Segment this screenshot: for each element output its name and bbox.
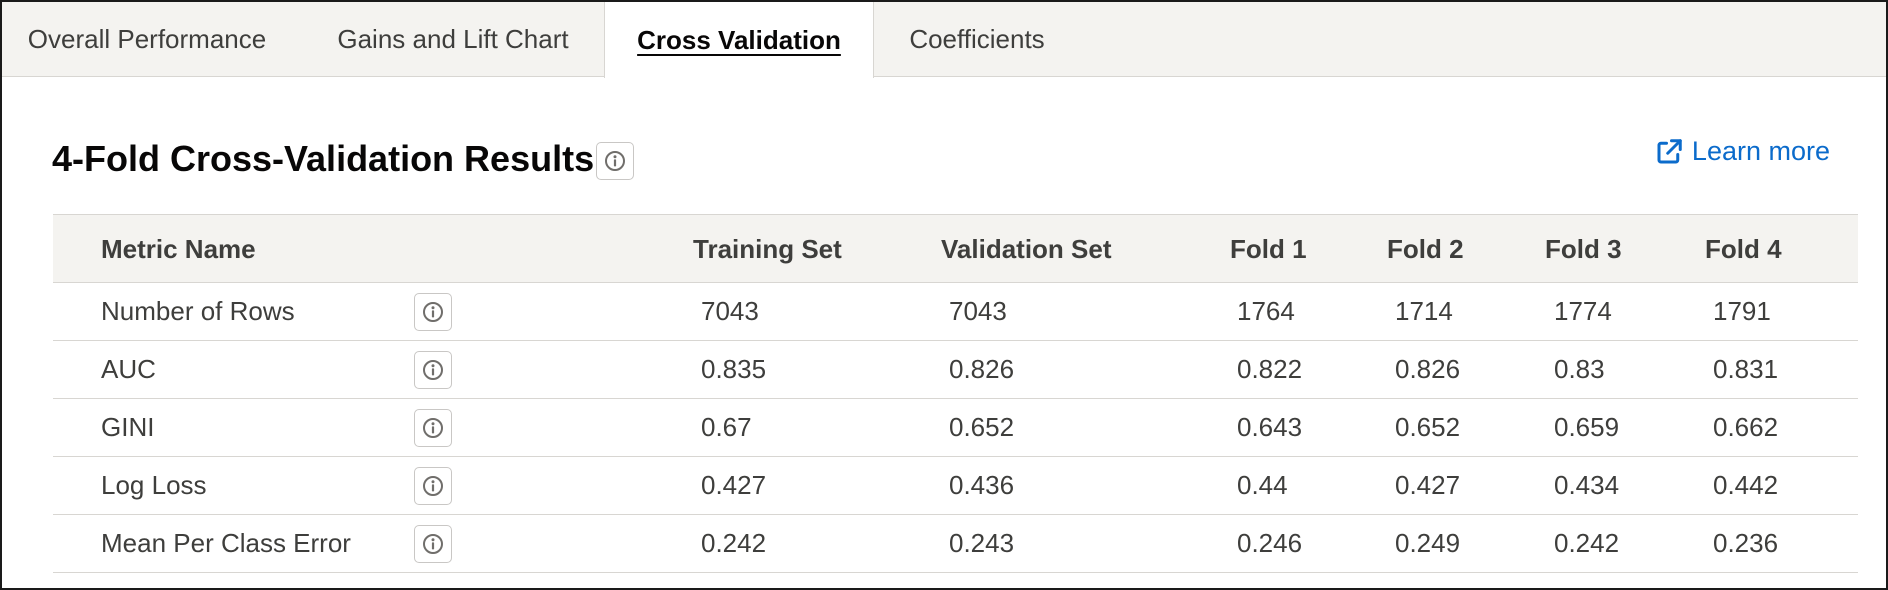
training-set-cell: 0.242	[701, 528, 767, 558]
title-info-button[interactable]	[596, 142, 634, 180]
table-row: Mean Per Class Error 0.242 0.243 0.246 0…	[53, 515, 1858, 573]
column-header-fold-2: Fold 2	[1387, 234, 1464, 264]
cross-validation-table: Metric Name Training Set Validation Set …	[53, 214, 1858, 573]
fold-4-cell: 0.662	[1713, 412, 1779, 442]
fold-3-cell: 0.83	[1554, 354, 1605, 384]
info-icon	[423, 418, 443, 438]
fold-3-cell: 0.659	[1554, 412, 1620, 442]
external-link-icon	[1657, 138, 1682, 163]
column-header-validation-set: Validation Set	[941, 234, 1112, 264]
tab-bar: Overall Performance Gains and Lift Chart…	[2, 2, 1886, 78]
table-row: AUC 0.835 0.826 0.822 0.826 0.83 0.831	[53, 341, 1858, 399]
column-header-fold-1: Fold 1	[1230, 234, 1307, 264]
fold-3-cell: 0.434	[1554, 470, 1620, 500]
training-set-cell: 7043	[701, 296, 759, 326]
fold-1-cell: 0.822	[1237, 354, 1303, 384]
tab-label: Gains and Lift Chart	[337, 24, 569, 54]
column-header-training-set: Training Set	[693, 234, 842, 264]
fold-1-cell: 1764	[1237, 296, 1295, 326]
fold-4-cell: 1791	[1713, 296, 1771, 326]
info-icon	[423, 476, 443, 496]
tab-label: Coefficients	[909, 24, 1045, 54]
fold-1-cell: 0.643	[1237, 412, 1303, 442]
metric-info-button[interactable]	[414, 351, 452, 389]
learn-more-label: Learn more	[1691, 136, 1830, 166]
fold-2-cell: 0.249	[1395, 528, 1461, 558]
fold-1-cell: 0.246	[1237, 528, 1303, 558]
tab-label: Cross Validation	[637, 24, 841, 55]
metric-name-cell: Number of Rows	[101, 296, 295, 326]
table-row: Number of Rows 7043 7043 1764 1714 1774 …	[53, 283, 1858, 341]
training-set-cell: 0.67	[701, 412, 752, 442]
metric-info-button[interactable]	[414, 467, 452, 505]
metric-info-button[interactable]	[414, 409, 452, 447]
info-icon	[423, 534, 443, 554]
fold-2-cell: 0.427	[1395, 470, 1461, 500]
column-header-metric-name: Metric Name	[101, 234, 256, 264]
table-row: Log Loss 0.427 0.436 0.44 0.427 0.434 0.…	[53, 457, 1858, 515]
tab-label: Overall Performance	[27, 24, 267, 54]
table-header: Metric Name Training Set Validation Set …	[53, 215, 1858, 283]
fold-4-cell: 0.236	[1713, 528, 1779, 558]
metric-name-cell: Log Loss	[101, 470, 207, 500]
tab-gains-and-lift-chart[interactable]: Gains and Lift Chart	[302, 2, 604, 77]
info-icon	[423, 360, 443, 380]
fold-4-cell: 0.831	[1713, 354, 1779, 384]
fold-4-cell: 0.442	[1713, 470, 1779, 500]
fold-2-cell: 0.826	[1395, 354, 1461, 384]
fold-3-cell: 0.242	[1554, 528, 1620, 558]
info-icon	[423, 302, 443, 322]
tab-overall-performance[interactable]: Overall Performance	[2, 2, 292, 77]
tab-coefficients[interactable]: Coefficients	[882, 2, 1072, 77]
learn-more-link[interactable]: Learn more	[1654, 136, 1830, 167]
fold-2-cell: 1714	[1395, 296, 1453, 326]
tab-cross-validation[interactable]: Cross Validation	[604, 2, 874, 78]
metric-name-cell: GINI	[101, 412, 155, 442]
training-set-cell: 0.427	[701, 470, 767, 500]
metric-name-cell: Mean Per Class Error	[101, 528, 351, 558]
metric-info-button[interactable]	[414, 293, 452, 331]
fold-3-cell: 1774	[1554, 296, 1612, 326]
table-row: GINI 0.67 0.652 0.643 0.652 0.659 0.662	[53, 399, 1858, 457]
validation-set-cell: 7043	[949, 296, 1007, 326]
column-header-fold-3: Fold 3	[1545, 234, 1622, 264]
metric-name-cell: AUC	[101, 354, 156, 384]
fold-1-cell: 0.44	[1237, 470, 1288, 500]
fold-2-cell: 0.652	[1395, 412, 1461, 442]
validation-set-cell: 0.243	[949, 528, 1015, 558]
training-set-cell: 0.835	[701, 354, 767, 384]
validation-set-cell: 0.652	[949, 412, 1015, 442]
column-header-fold-4: Fold 4	[1705, 234, 1782, 264]
metric-info-button[interactable]	[414, 525, 452, 563]
validation-set-cell: 0.436	[949, 470, 1015, 500]
validation-set-cell: 0.826	[949, 354, 1015, 384]
info-icon	[605, 151, 625, 171]
page-title: 4-Fold Cross-Validation Results	[52, 138, 595, 179]
